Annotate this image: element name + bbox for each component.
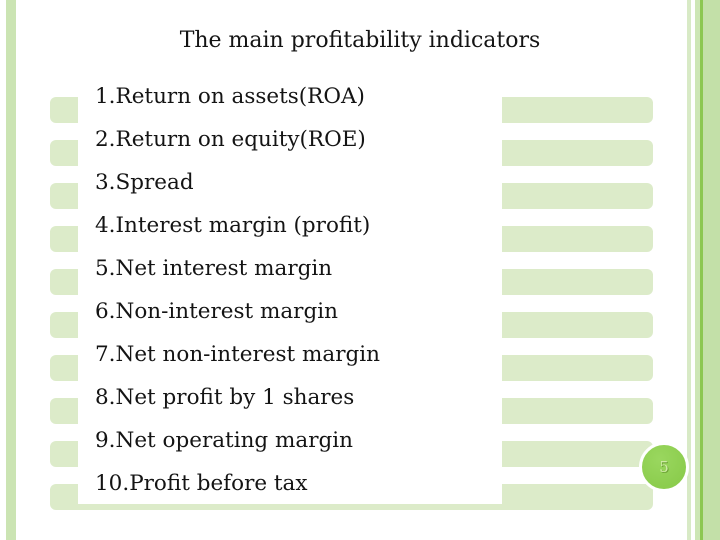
item-label: 3.Spread	[95, 170, 194, 195]
item-textbox-mask	[78, 368, 502, 418]
item-textbox-mask	[78, 411, 502, 461]
item-label: 2.Return on equity(ROE)	[95, 127, 366, 152]
item-textbox-mask	[78, 196, 502, 246]
item-textbox-mask	[78, 153, 502, 203]
right-edge-thin-stripe	[687, 0, 691, 540]
slide-title: The main profitability indicators	[179, 28, 541, 53]
item-label: 5.Net interest margin	[95, 256, 333, 281]
item-label: 6.Non-interest margin	[95, 299, 338, 324]
right-edge-band	[695, 0, 720, 540]
item-label: 10.Profit before tax	[95, 471, 308, 496]
item-label: 8.Net profit by 1 shares	[95, 385, 355, 410]
slide-number-badge: 5	[639, 442, 689, 492]
item-textbox-mask	[78, 282, 502, 332]
item-textbox-mask	[78, 454, 502, 504]
item-textbox-mask	[78, 239, 502, 289]
item-textbox-mask	[78, 110, 502, 160]
item-label: 9.Net operating margin	[95, 428, 353, 453]
left-edge-stripe	[6, 0, 16, 540]
item-label: 7.Net non-interest margin	[95, 342, 380, 367]
item-label: 4.Interest margin (profit)	[95, 213, 371, 238]
slide-number-text: 5	[659, 458, 669, 476]
item-textbox-mask	[78, 325, 502, 375]
item-label: 1.Return on assets(ROA)	[95, 84, 365, 109]
list-item: 10.Profit before tax	[0, 454, 720, 510]
item-textbox-mask	[78, 67, 502, 117]
